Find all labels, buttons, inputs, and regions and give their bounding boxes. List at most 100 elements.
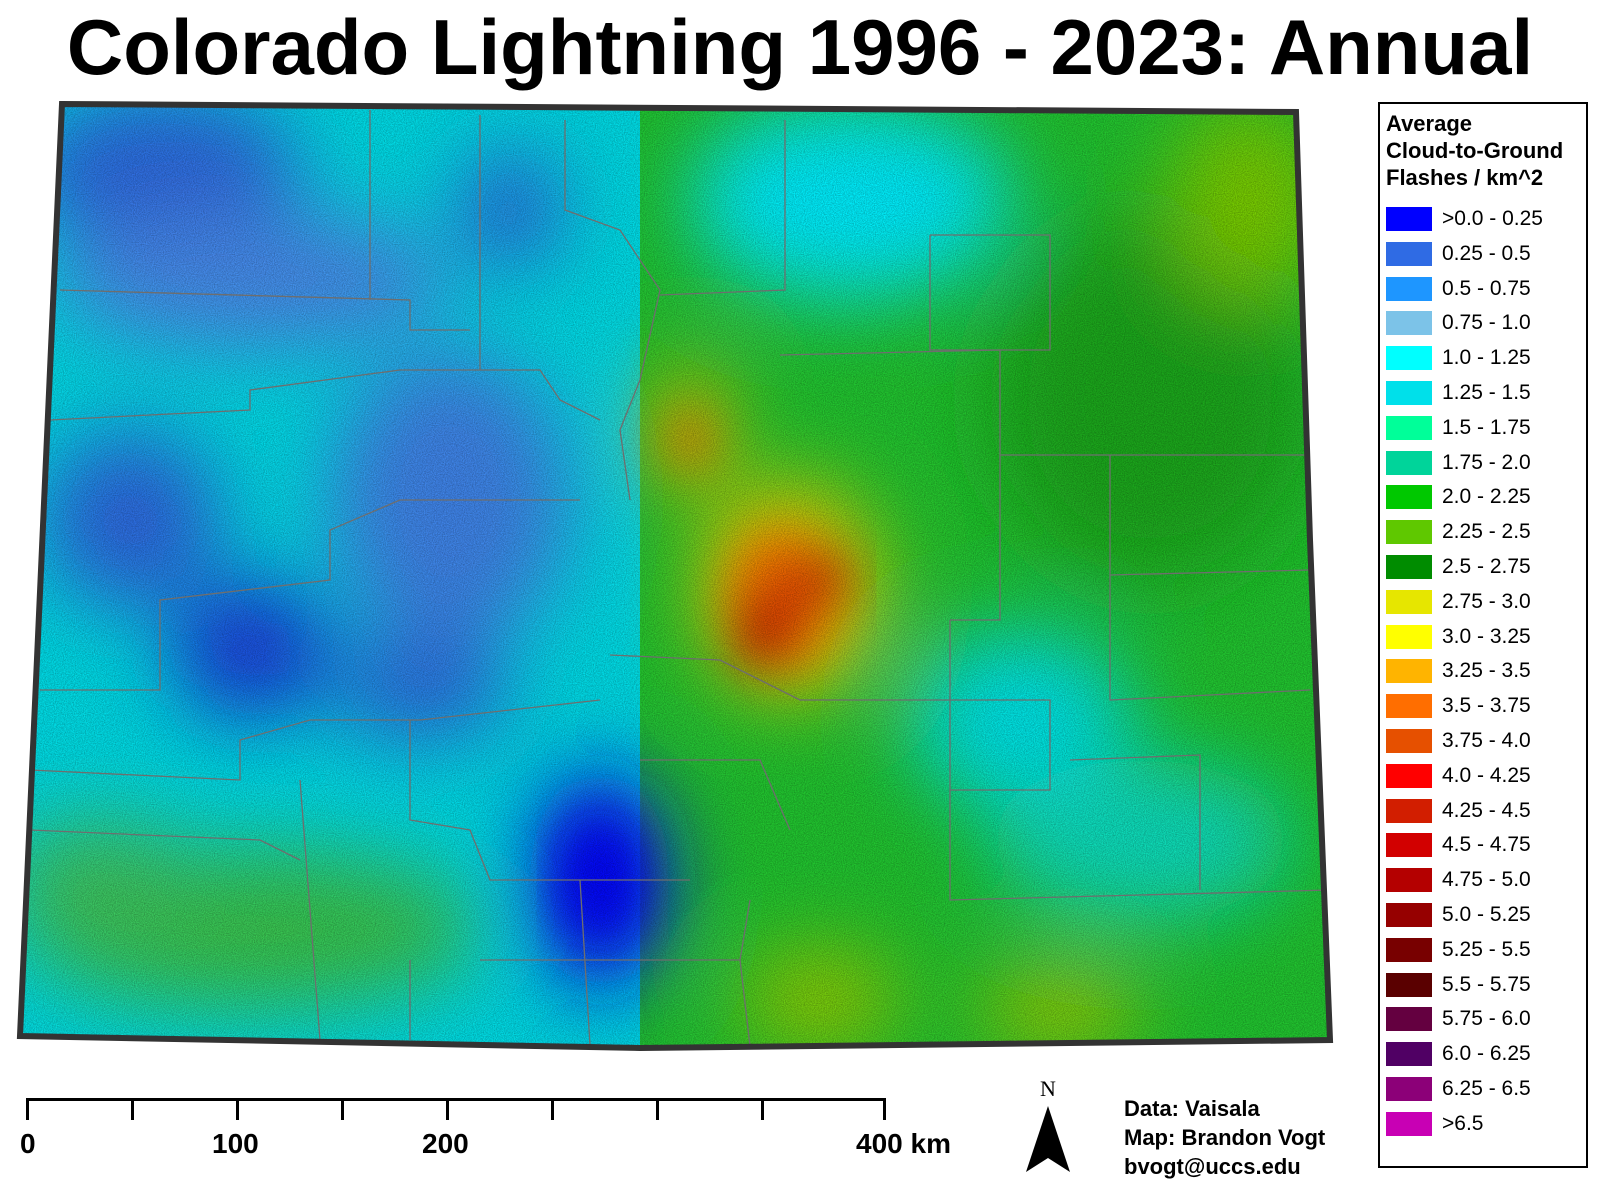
legend-item: 4.5 - 4.75: [1386, 832, 1582, 858]
scale-tick: [761, 1098, 764, 1120]
legend-label: 6.0 - 6.25: [1442, 1042, 1531, 1066]
credit-email: bvogt@uccs.edu: [1124, 1154, 1301, 1179]
legend-item: 1.25 - 1.5: [1386, 380, 1582, 406]
legend-swatch: [1386, 485, 1432, 510]
scale-tick: [236, 1098, 239, 1120]
legend-item: 4.75 - 5.0: [1386, 867, 1582, 893]
legend-item: 6.25 - 6.5: [1386, 1076, 1582, 1102]
county-boundaries: [29, 110, 1330, 1047]
legend-label: >6.5: [1442, 1111, 1484, 1135]
legend-item: 0.75 - 1.0: [1386, 310, 1582, 336]
scale-label-100: 100: [212, 1128, 259, 1159]
legend-label: 2.25 - 2.5: [1442, 520, 1531, 544]
map-title: Colorado Lightning 1996 - 2023: Annual: [66, 3, 1534, 91]
legend-swatch: [1386, 207, 1432, 231]
legend-item: 4.0 - 4.25: [1386, 763, 1582, 789]
legend-item: 1.0 - 1.25: [1386, 345, 1582, 371]
legend-label: 1.25 - 1.5: [1442, 381, 1531, 404]
legend-item: 3.75 - 4.0: [1386, 728, 1582, 754]
legend-label: 1.0 - 1.25: [1442, 346, 1531, 370]
north-arrow-icon: [1026, 1106, 1070, 1172]
legend-swatch: [1386, 624, 1432, 649]
legend-label: 4.75 - 5.0: [1442, 868, 1531, 892]
legend-swatch: [1386, 415, 1432, 440]
legend-item: 0.25 - 0.5: [1386, 241, 1582, 267]
legend-item: 1.75 - 2.0: [1386, 450, 1582, 476]
legend-swatch: [1386, 659, 1432, 684]
legend-swatch: [1386, 520, 1432, 545]
colorado-outline: [16, 100, 1334, 1052]
scale-label-200: 200: [422, 1128, 469, 1159]
scale-label-400: 400 km: [856, 1128, 951, 1159]
legend-item: 5.75 - 6.0: [1386, 1006, 1582, 1032]
legend-label: 3.75 - 4.0: [1442, 729, 1531, 752]
credit-data: Data: Vaisala: [1124, 1096, 1260, 1121]
legend-label: 1.75 - 2.0: [1442, 450, 1531, 474]
legend-swatch: [1386, 694, 1432, 719]
scale-tick: [131, 1098, 134, 1120]
legend-item: 6.0 - 6.25: [1386, 1041, 1582, 1067]
legend-swatch: [1386, 868, 1432, 893]
legend-swatch: [1386, 241, 1432, 266]
legend-label: 0.75 - 1.0: [1442, 311, 1531, 335]
legend-item: 5.0 - 5.25: [1386, 902, 1582, 928]
legend-swatch: [1386, 381, 1432, 405]
legend-item: 2.25 - 2.5: [1386, 519, 1582, 545]
legend-swatch: [1386, 555, 1432, 579]
legend-label: 4.0 - 4.25: [1442, 763, 1531, 787]
legend-label: 2.75 - 3.0: [1442, 589, 1531, 613]
scale-label-0: 0: [20, 1128, 36, 1159]
legend: Average Cloud-to-Ground Flashes / km^2 >…: [1378, 102, 1588, 1168]
legend-item: 2.75 - 3.0: [1386, 589, 1582, 615]
legend-label: 6.25 - 6.5: [1442, 1077, 1531, 1100]
legend-label: 3.0 - 3.25: [1442, 624, 1531, 648]
legend-item: 5.5 - 5.75: [1386, 972, 1582, 998]
scale-tick: [446, 1098, 449, 1120]
legend-item: >6.5: [1386, 1111, 1582, 1137]
legend-label: 5.25 - 5.5: [1442, 937, 1531, 961]
legend-label: 5.5 - 5.75: [1442, 972, 1531, 996]
legend-swatch: [1386, 763, 1432, 788]
legend-label: 2.0 - 2.25: [1442, 485, 1531, 509]
legend-item: 2.5 - 2.75: [1386, 554, 1582, 580]
legend-swatch: [1386, 833, 1432, 858]
legend-item: >0.0 - 0.25: [1386, 206, 1582, 232]
legend-label: 2.5 - 2.75: [1442, 555, 1531, 578]
legend-item: 3.5 - 3.75: [1386, 693, 1582, 719]
legend-swatch: [1386, 346, 1432, 371]
north-arrow: N: [1020, 1076, 1076, 1176]
legend-swatch: [1386, 972, 1432, 997]
legend-item: 3.25 - 3.5: [1386, 658, 1582, 684]
north-label: N: [1040, 1076, 1056, 1101]
legend-item: 1.5 - 1.75: [1386, 415, 1582, 441]
legend-swatch: [1386, 450, 1432, 475]
credit-map: Map: Brandon Vogt: [1124, 1125, 1326, 1150]
legend-label: 3.25 - 3.5: [1442, 659, 1531, 683]
legend-title-line: Cloud-to-Ground: [1386, 138, 1564, 163]
legend-label: 4.5 - 4.75: [1442, 833, 1531, 857]
legend-swatch: [1386, 311, 1432, 336]
legend-item: 0.5 - 0.75: [1386, 276, 1582, 302]
legend-label: >0.0 - 0.25: [1442, 207, 1543, 230]
legend-item: 3.0 - 3.25: [1386, 624, 1582, 650]
scale-tick: [656, 1098, 659, 1120]
legend-label: 0.25 - 0.5: [1442, 241, 1531, 265]
legend-swatch: [1386, 1111, 1432, 1136]
legend-item: 4.25 - 4.5: [1386, 798, 1582, 824]
legend-title: Average Cloud-to-Ground Flashes / km^2: [1386, 110, 1586, 191]
legend-swatch: [1386, 937, 1432, 962]
scale-tick: [26, 1098, 29, 1120]
legend-label: 4.25 - 4.5: [1442, 798, 1531, 822]
scale-bar: 0 100 200 400 km: [20, 1090, 951, 1170]
legend-label: 3.5 - 3.75: [1442, 694, 1531, 718]
density-raster: [20, 104, 1330, 1048]
legend-label: 0.5 - 0.75: [1442, 276, 1531, 300]
scale-bar-line: [26, 1098, 886, 1101]
scale-tick: [551, 1098, 554, 1120]
legend-label: 5.75 - 6.0: [1442, 1007, 1531, 1031]
legend-swatch: [1386, 798, 1432, 823]
legend-item: 5.25 - 5.5: [1386, 937, 1582, 963]
legend-swatch: [1386, 1007, 1432, 1032]
legend-item: 2.0 - 2.25: [1386, 484, 1582, 510]
